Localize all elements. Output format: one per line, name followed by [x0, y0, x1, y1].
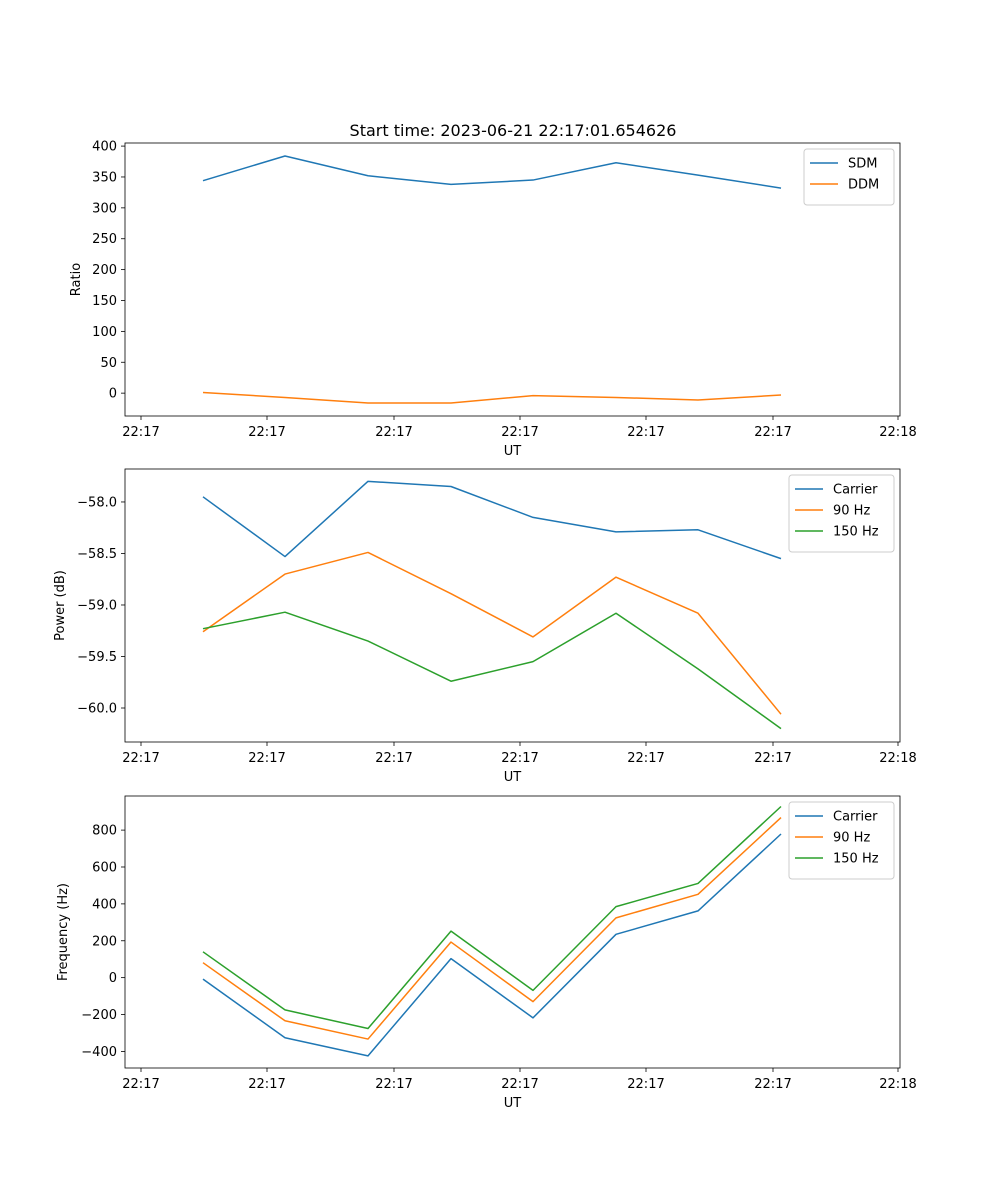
y-tick-label: 250: [92, 232, 117, 247]
panel-power: 22:17 22:17 22:17 22:17 22:17 22:17 22:18 −60.0…: [53, 468, 917, 785]
y-tick-label: 150: [92, 294, 117, 309]
x-tick-label: 22:17: [627, 751, 664, 766]
y-axis-label: Ratio: [69, 263, 84, 296]
x-tick-label: 22:17: [501, 1077, 538, 1092]
legend: SDM DDM: [803, 148, 895, 206]
y-tick-label: 200: [92, 934, 117, 949]
series-line-150-hz: [202, 611, 782, 730]
legend-label-150-hz: 150 Hz: [833, 852, 879, 867]
x-tick-label: 22:18: [879, 751, 916, 766]
x-tick-label: 22:17: [627, 425, 664, 440]
y-axis-label: Power (dB): [53, 570, 68, 641]
x-tick-label: 22:17: [248, 425, 285, 440]
y-tick-label: 100: [92, 325, 117, 340]
y-tick-label: 0: [109, 387, 117, 402]
y-tick-label: 300: [92, 201, 117, 216]
series-line-90-hz: [202, 817, 782, 1040]
series-line-carrier: [202, 833, 782, 1057]
legend-label-150-hz: 150 Hz: [833, 525, 879, 540]
y-tick-label: 0: [109, 971, 117, 986]
legend-label-carrier: Carrier: [833, 483, 878, 498]
x-tick-label: 22:17: [122, 425, 159, 440]
y-tick-label: 600: [92, 860, 117, 875]
x-axis-label: UT: [504, 1096, 522, 1111]
y-tick-label: −60.0: [77, 702, 117, 717]
x-axis-label: UT: [504, 444, 522, 459]
panel-frequency: 22:17 22:17 22:17 22:17 22:17 22:17 22:18 −400 −…: [56, 795, 917, 1111]
y-tick-label: 350: [92, 170, 117, 185]
y-tick-label: −58.5: [77, 547, 117, 562]
series-line-ddm: [202, 391, 782, 404]
x-tick-label: 22:17: [754, 751, 791, 766]
axes-frame: [124, 795, 901, 1069]
x-tick-label: 22:17: [754, 1077, 791, 1092]
series-line-90-hz: [202, 551, 782, 715]
x-tick-label: 22:17: [375, 1077, 412, 1092]
legend: Carrier 90 Hz 150 Hz: [788, 474, 895, 553]
legend-label-90-hz: 90 Hz: [833, 504, 870, 519]
x-tick-label: 22:17: [627, 1077, 664, 1092]
x-tick-label: 22:17: [501, 425, 538, 440]
y-tick-label: −58.0: [77, 495, 117, 510]
legend-frame: [788, 801, 895, 880]
series-line-150-hz: [202, 805, 782, 1030]
y-tick-label: −59.0: [77, 598, 117, 613]
series-line-carrier: [202, 480, 782, 560]
x-axis-label: UT: [504, 770, 522, 785]
axes-frame: [124, 142, 901, 417]
y-tick-label: −59.5: [77, 650, 117, 665]
y-tick-label: 200: [92, 263, 117, 278]
x-tick-label: 22:17: [375, 751, 412, 766]
x-tick-label: 22:18: [879, 1077, 916, 1092]
series-line-sdm: [202, 155, 782, 189]
y-tick-label: −400: [81, 1045, 117, 1060]
y-tick-label: −200: [81, 1008, 117, 1023]
legend-label-ddm: DDM: [848, 178, 879, 193]
x-tick-label: 22:17: [122, 751, 159, 766]
y-tick-label: 50: [100, 356, 117, 371]
legend: Carrier 90 Hz 150 Hz: [788, 801, 895, 880]
x-tick-label: 22:17: [248, 751, 285, 766]
x-tick-label: 22:17: [375, 425, 412, 440]
panel-ratio: 22:17 22:17 22:17 22:17 22:17 22:17 22:18 0 50 10…: [69, 140, 917, 459]
x-tick-label: 22:17: [248, 1077, 285, 1092]
legend-label-carrier: Carrier: [833, 810, 878, 825]
legend-frame: [788, 474, 895, 553]
y-tick-label: 800: [92, 824, 117, 839]
x-tick-label: 22:18: [879, 425, 916, 440]
y-tick-label: 400: [92, 897, 117, 912]
x-tick-label: 22:17: [754, 425, 791, 440]
figure-title: Start time: 2023-06-21 22:17:01.654626: [350, 121, 677, 140]
axes-frame: [124, 468, 901, 743]
legend-label-90-hz: 90 Hz: [833, 831, 870, 846]
y-axis-label: Frequency (Hz): [56, 883, 71, 981]
x-tick-label: 22:17: [122, 1077, 159, 1092]
legend-label-sdm: SDM: [848, 157, 877, 172]
x-tick-label: 22:17: [501, 751, 538, 766]
y-tick-label: 400: [92, 140, 117, 155]
